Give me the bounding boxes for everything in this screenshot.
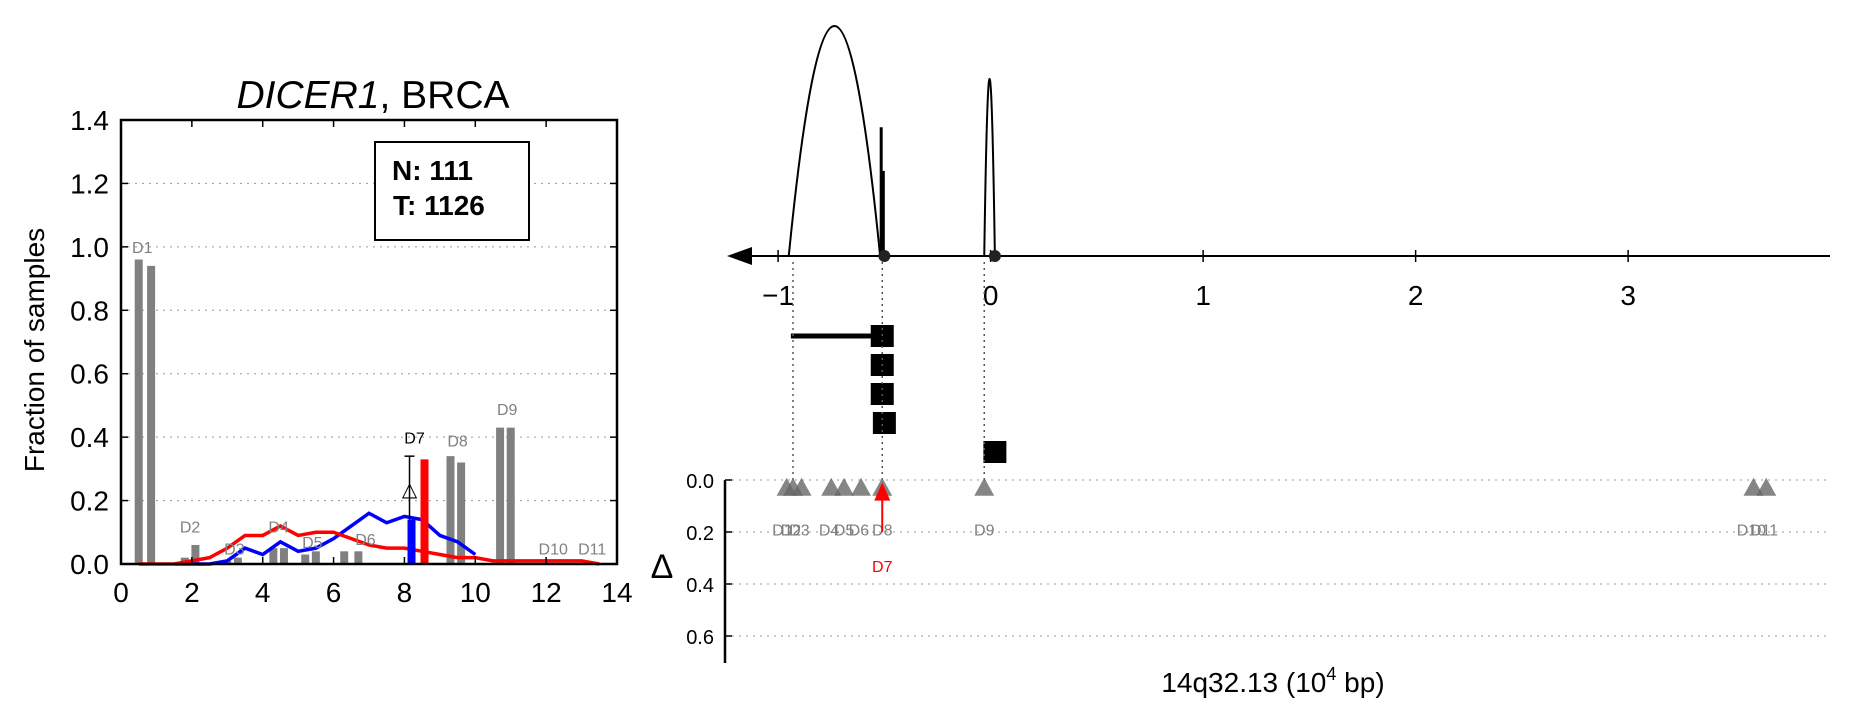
left-chart-bars [134,259,515,564]
bar-label: D1 [132,240,153,257]
strand-arrow [727,247,752,265]
bar-label: D3 [224,541,245,558]
delta-point [974,477,995,496]
exon-block [872,412,896,434]
left-y-tick-label: 0.2 [70,486,109,517]
delta-point [791,477,812,496]
highlight-label: D7 [404,430,425,447]
right-chart-xlabel-sup: 4 [1326,664,1336,684]
genome-x-tick-label: 2 [1408,280,1424,311]
gene-track: −1 0 1 2 3 [727,25,1830,311]
genome-x-tick-label: 1 [1195,280,1211,311]
delta-point [851,477,871,496]
delta-point [1756,477,1777,496]
left-chart-axes: 0.0 0.2 0.4 0.6 0.8 1.0 1.2 1.4 0 2 4 6 8 10 12 14 [70,105,633,608]
left-x-tick-label: 6 [326,577,342,608]
interaction-arc [983,77,996,257]
delta-point-label: D9 [974,522,995,539]
left-x-tick-label: 2 [184,577,200,608]
delta-point [834,477,854,496]
delta-y-tick-label: 0.4 [686,575,714,597]
left-y-tick-label: 0.4 [70,422,109,453]
left-y-tick-label: 1.2 [70,168,109,199]
left-chart-ylabel: Fraction of samples [19,228,50,472]
left-chart-highlight: △ D7 [402,430,429,564]
left-chart-frame [119,118,619,566]
delta-point-label: D6 [849,522,870,539]
genome-x-tick-label: −1 [762,280,794,311]
left-x-tick-label: 14 [601,577,632,608]
bar-label: D6 [355,532,376,549]
left-y-tick-label: 1.4 [70,105,109,136]
genome-x-tick-label: 3 [1620,280,1636,311]
left-y-tick-label: 0.6 [70,359,109,390]
delta-y-tick-label: 0.0 [686,471,714,493]
guide-lines [792,262,985,480]
left-chart-bar-labels: D1 D2 D3 D4 D5 D6 D8 D9 D10 D11 [132,240,606,558]
interaction-arc [787,25,882,257]
left-x-tick-label: 4 [255,577,271,608]
bar-label: D9 [497,402,518,419]
left-chart-gridlines [121,119,617,502]
left-x-tick-label: 10 [460,577,491,608]
left-chart-title-cohort: , BRCA [380,74,510,117]
sample-count-box: N: 111 T: 1126 [374,141,530,241]
series-line-tumor [138,523,600,566]
site-dot [878,250,891,262]
delta-axes: 0.0 0.2 0.4 0.6 [686,471,732,663]
delta-y-tick-label: 0.2 [686,523,714,545]
left-x-tick-label: 0 [113,577,129,608]
delta-point-label: D3 [789,522,810,539]
bar-label: D2 [180,519,201,536]
delta-point [1743,477,1764,496]
site-dot [988,250,1001,262]
bar-label: D4 [268,519,289,536]
bar-label: D11 [578,541,606,558]
delta-point-label: D10 [1737,522,1766,539]
left-y-tick-label: 0.0 [70,549,109,580]
bar-label: D10 [539,541,568,558]
bar-label: D5 [302,535,323,552]
right-chart-xlabel-main: 14q32.13 (10 [1161,667,1326,698]
left-y-tick-label: 0.8 [70,295,109,326]
left-chart-title: DICER1, BRCA [236,74,509,117]
tumor-count: T: 1126 [393,190,485,221]
highlight-point-label: D7 [872,559,893,576]
delta-point-label: D11 [1750,522,1778,539]
genome-x-tick-label: 0 [983,280,999,311]
normal-count: N: 111 [392,155,473,186]
highlight-marker: △ [402,479,418,501]
left-y-tick-label: 1.0 [70,232,109,263]
left-x-tick-label: 12 [531,577,562,608]
delta-point-label: D1 [772,522,793,539]
left-chart-title-gene: DICER1 [236,74,379,117]
right-chart-xlabel: 14q32.13 (104 bp) [1161,664,1384,698]
delta-ylabel: Δ [651,548,674,586]
right-chart-xlabel-tail: bp) [1336,667,1384,698]
highlight-arrow-head [874,482,891,501]
left-x-tick-label: 8 [397,577,413,608]
bar-label: D8 [447,434,468,451]
left-chart: DICER1, BRCA Fraction of samples △D7 D1D… [19,74,633,608]
exon-block [983,441,1007,463]
transcript-track [790,325,1007,463]
sample-count-frame [374,141,530,241]
delta-point-label: D5 [834,522,855,539]
delta-point [821,477,842,496]
series-line-normal [174,511,477,566]
delta-y-tick-label: 0.6 [686,627,714,649]
delta-point-label: D2 [781,522,802,539]
delta-point-label: D4 [819,522,840,539]
